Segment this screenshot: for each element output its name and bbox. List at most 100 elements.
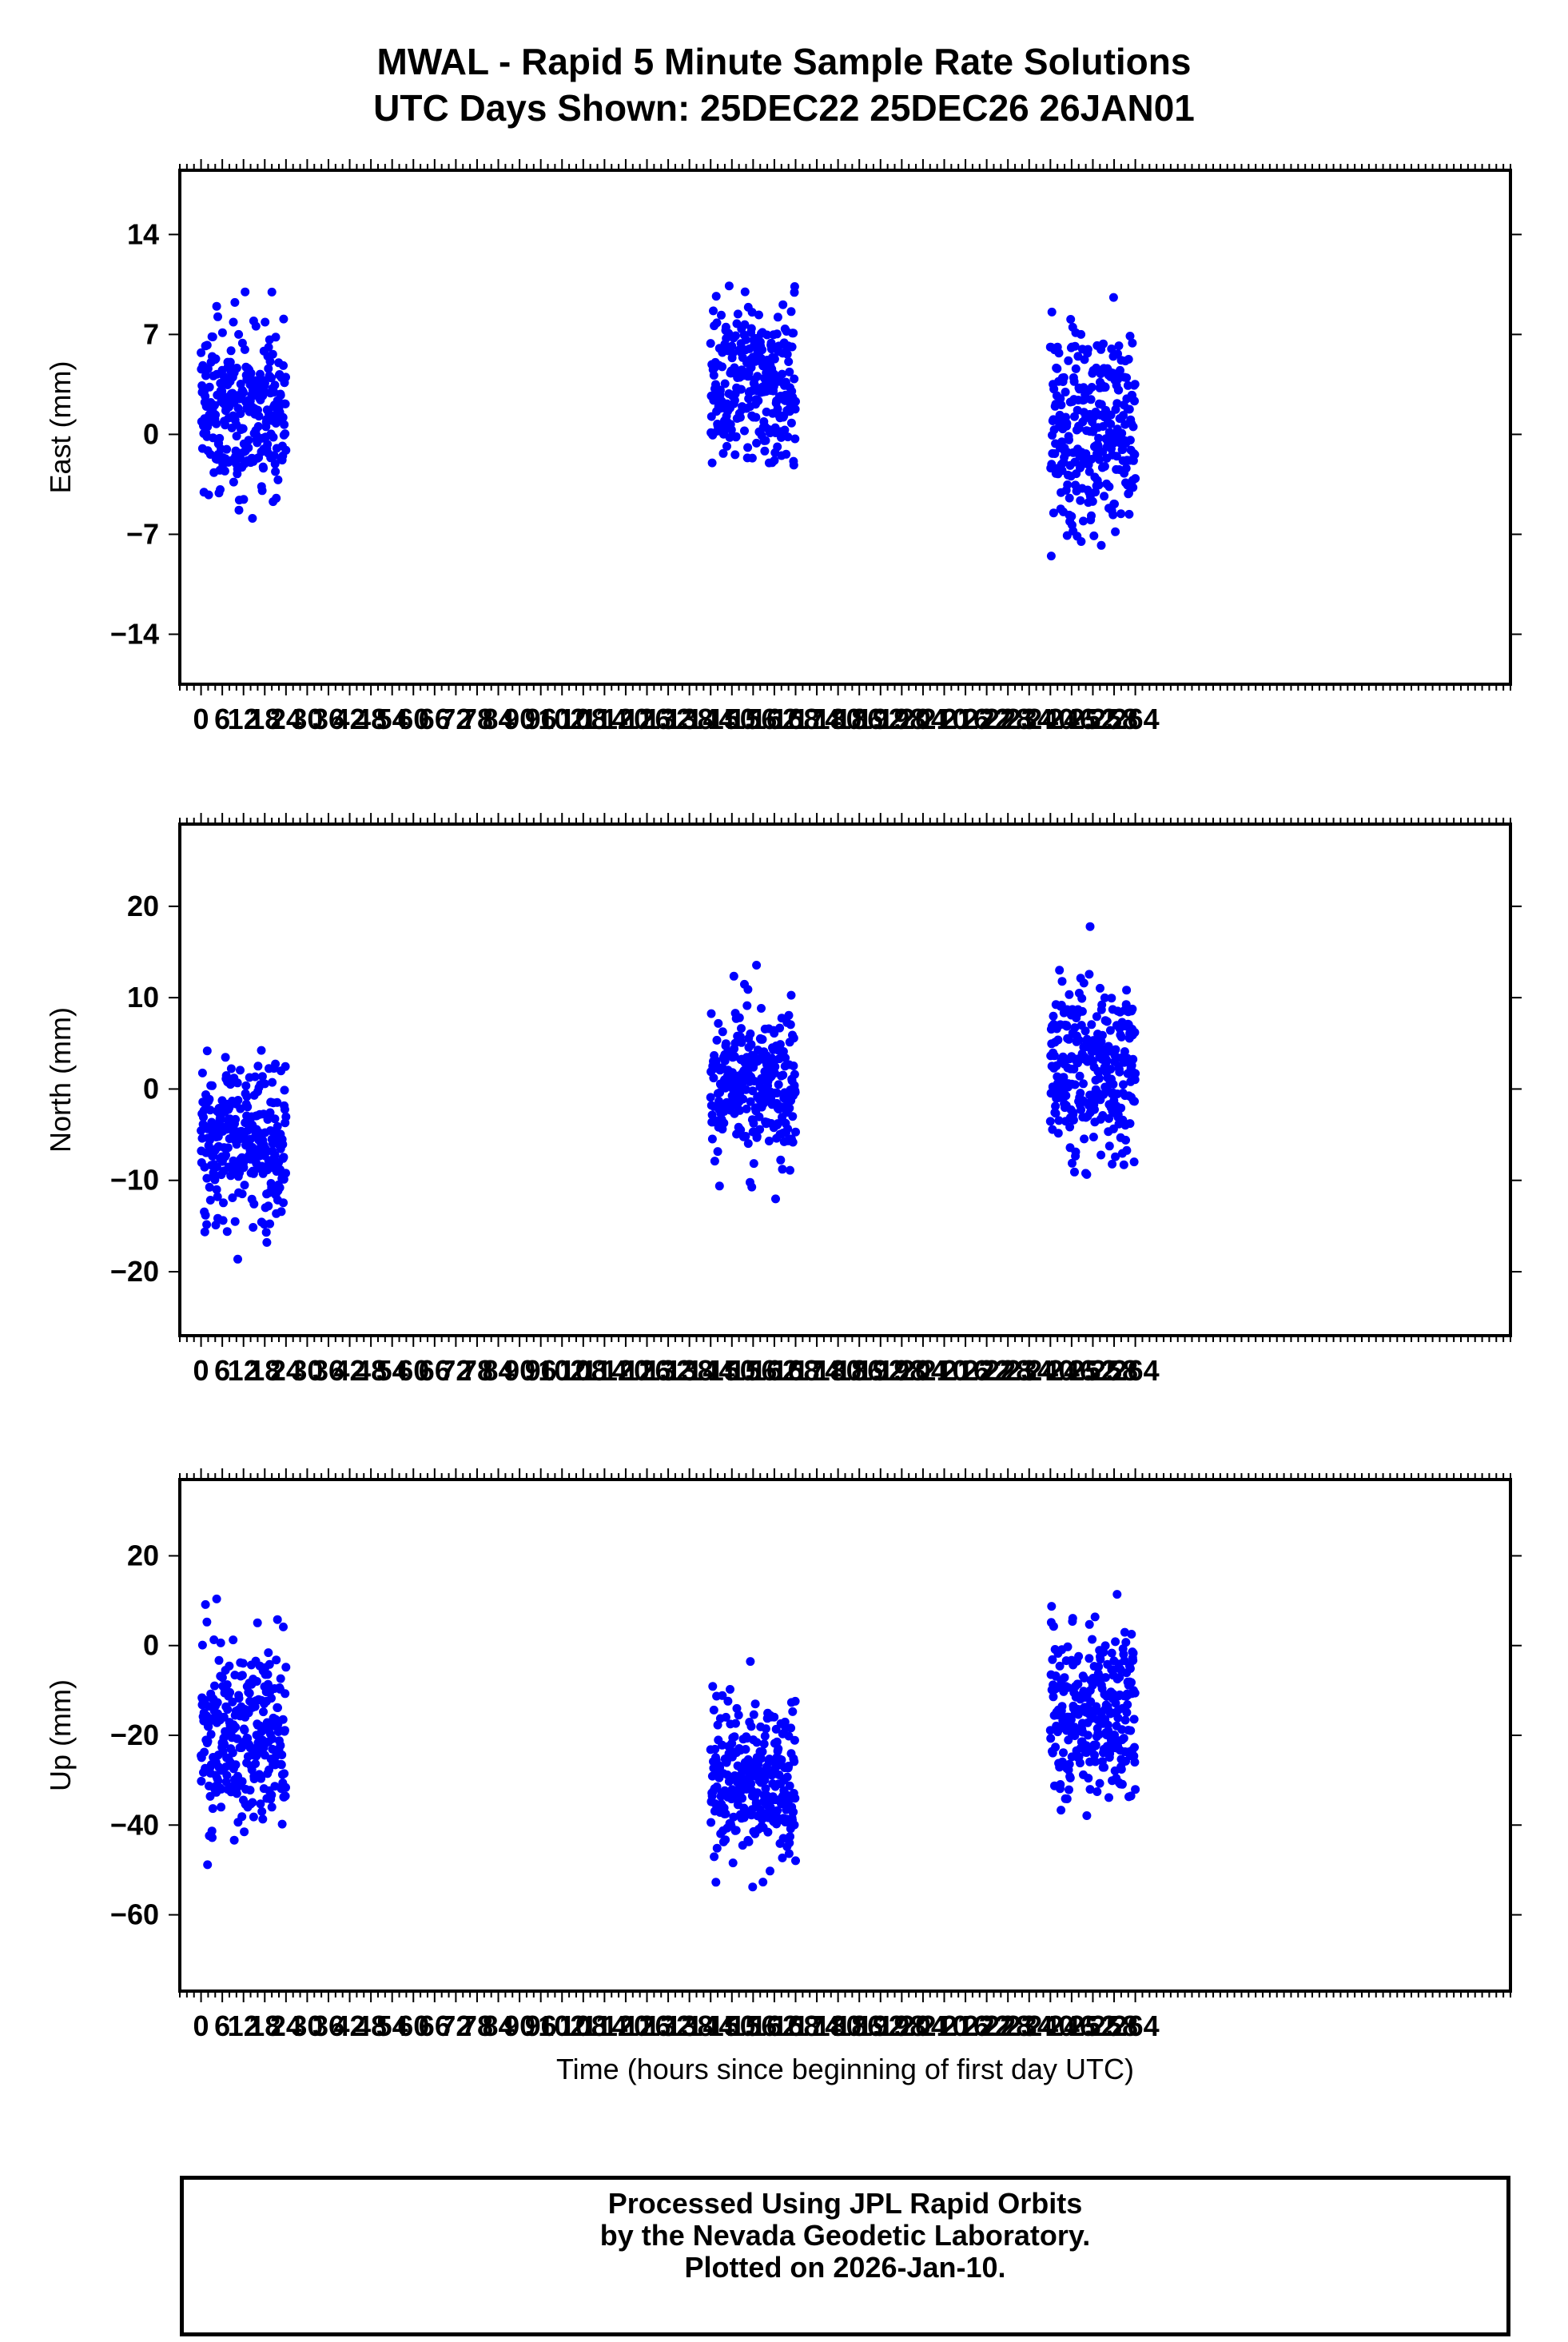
data-point: [1131, 1069, 1140, 1078]
data-point: [774, 1744, 783, 1754]
data-point: [785, 1781, 794, 1790]
data-point: [742, 1104, 751, 1113]
data-point: [1065, 1122, 1075, 1132]
data-point: [280, 1085, 289, 1095]
x-tick-label: 210: [920, 703, 968, 735]
data-point: [269, 432, 278, 442]
data-point: [1094, 480, 1104, 490]
data-point: [1057, 466, 1067, 476]
data-point: [1114, 341, 1124, 351]
y-tick-label: −40: [110, 1808, 159, 1841]
data-point: [749, 1710, 758, 1719]
data-point: [270, 459, 280, 468]
x-tick-label: 204: [899, 2009, 947, 2042]
data-point: [1130, 1688, 1140, 1698]
data-point: [790, 1820, 799, 1830]
data-point: [1087, 1020, 1096, 1030]
data-point: [734, 1013, 744, 1022]
data-point: [786, 307, 796, 317]
data-point: [754, 396, 763, 405]
data-point: [205, 1182, 214, 1192]
data-point: [1121, 464, 1131, 473]
y-tick-label: −20: [110, 1719, 159, 1751]
data-point: [1087, 455, 1096, 464]
data-point: [746, 1657, 755, 1667]
data-point: [208, 1081, 217, 1090]
data-point: [212, 301, 221, 311]
data-point: [1057, 1702, 1067, 1711]
data-point: [747, 1182, 757, 1192]
x-tick-label: 114: [581, 703, 627, 735]
data-point: [276, 1741, 285, 1751]
data-point: [263, 1115, 273, 1124]
data-point: [212, 1162, 221, 1172]
data-point: [1065, 493, 1074, 503]
data-point: [712, 1843, 722, 1853]
data-point: [281, 1112, 291, 1121]
data-point: [706, 1818, 716, 1827]
data-point: [762, 330, 772, 340]
data-point: [238, 1659, 248, 1668]
data-point: [1070, 1167, 1079, 1177]
data-point: [1119, 411, 1128, 420]
data-point: [753, 372, 762, 381]
data-point: [267, 1694, 276, 1703]
data-point: [271, 467, 281, 476]
data-point: [222, 1680, 232, 1690]
title-line-2: UTC Days Shown: 25DEC22 25DEC26 26JAN01: [373, 87, 1195, 129]
data-point: [202, 1220, 212, 1229]
data-point: [254, 412, 264, 421]
x-tick-label: 132: [644, 2009, 692, 2042]
data-point: [200, 1162, 209, 1172]
data-point: [1076, 1089, 1085, 1098]
data-point: [1116, 1103, 1126, 1113]
data-point: [221, 1053, 230, 1062]
data-point: [721, 1712, 730, 1722]
data-point: [1050, 1051, 1059, 1061]
data-point: [265, 1659, 274, 1669]
data-point: [1051, 1109, 1061, 1118]
data-point: [1077, 537, 1086, 546]
data-point: [743, 1139, 753, 1149]
x-tick-label: 144: [686, 703, 734, 735]
data-point: [786, 1165, 794, 1175]
data-point: [205, 1196, 215, 1205]
data-point: [1131, 1785, 1140, 1794]
data-point: [281, 399, 290, 408]
data-point: [1082, 1811, 1092, 1820]
data-point: [1119, 1160, 1128, 1169]
data-point: [1114, 385, 1124, 395]
data-point: [740, 426, 749, 436]
data-point: [714, 1018, 723, 1028]
data-point: [241, 1081, 251, 1090]
data-point: [205, 1105, 215, 1115]
data-point: [217, 1802, 226, 1812]
data-point: [1060, 1673, 1069, 1683]
data-point: [1086, 395, 1096, 404]
data-point: [711, 1057, 721, 1065]
data-point: [220, 1739, 229, 1749]
data-point: [778, 1853, 787, 1862]
data-point: [1079, 978, 1088, 988]
data-point: [1099, 339, 1108, 349]
data-point: [758, 1878, 768, 1887]
data-point: [229, 1835, 239, 1845]
x-tick-label: 240: [1026, 1354, 1074, 1387]
data-point: [276, 391, 285, 400]
data-point: [773, 313, 782, 322]
data-point: [788, 1137, 798, 1147]
data-point: [791, 396, 800, 406]
x-tick-label: 108: [559, 2009, 607, 2042]
data-point: [230, 1217, 240, 1226]
data-point: [746, 1722, 756, 1731]
data-point: [257, 1072, 267, 1081]
data-point: [1079, 1079, 1088, 1089]
data-point: [755, 1125, 765, 1134]
x-tick-label: 42: [334, 1354, 366, 1387]
data-point: [260, 378, 269, 388]
x-tick-label: 204: [899, 703, 947, 735]
data-point: [251, 1759, 261, 1768]
data-point: [1130, 1758, 1140, 1767]
data-point: [742, 1001, 752, 1010]
data-point: [1062, 1022, 1072, 1031]
